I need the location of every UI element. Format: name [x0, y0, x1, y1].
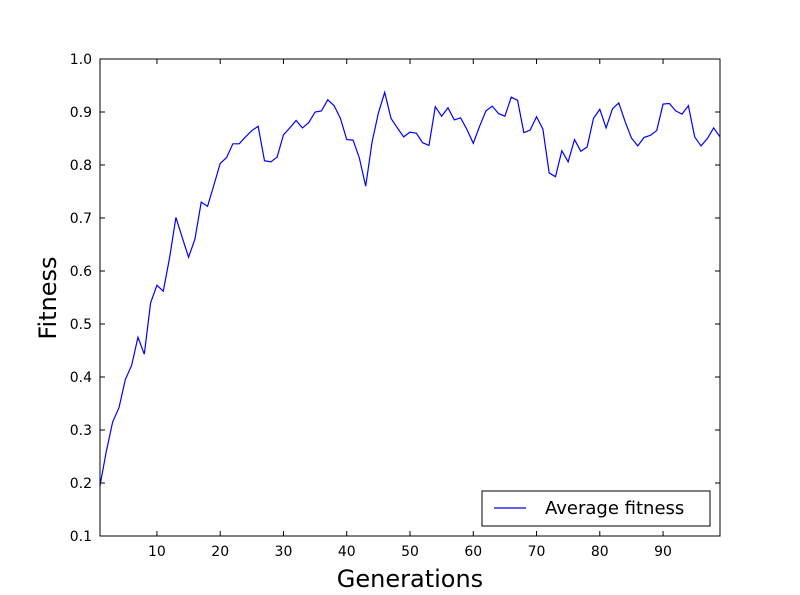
x-tick-label: 20 — [211, 544, 229, 560]
y-axis-ticks: 0.1 0.2 0.3 0.4 0.5 0.6 0.7 0.8 0.9 1.0 — [70, 52, 720, 545]
x-axis-label: Generations — [337, 565, 483, 593]
x-tick-label: 10 — [148, 544, 166, 560]
y-tick-label: 0.9 — [70, 105, 92, 121]
series-line-average-fitness — [99, 90, 721, 486]
y-tick-label: 0.1 — [70, 529, 92, 545]
x-tick-label: 60 — [464, 544, 482, 560]
plot-area — [99, 58, 721, 537]
y-tick-label: 0.7 — [70, 211, 92, 227]
x-tick-label: 50 — [401, 544, 419, 560]
x-tick-label: 90 — [654, 544, 672, 560]
y-tick-label: 1.0 — [70, 52, 92, 68]
x-tick-label: 40 — [338, 544, 356, 560]
x-tick-label: 80 — [591, 544, 609, 560]
legend: Average fitness — [481, 490, 711, 527]
y-tick-label: 0.4 — [70, 370, 92, 386]
y-tick-label: 0.2 — [70, 476, 92, 492]
y-tick-label: 0.6 — [70, 264, 92, 280]
plot-frame — [99, 58, 721, 537]
x-tick-label: 70 — [528, 544, 546, 560]
y-axis-label: Fitness — [34, 256, 62, 339]
legend-label: Average fitness — [545, 498, 684, 519]
y-tick-label: 0.8 — [70, 158, 92, 174]
x-tick-label: 30 — [275, 544, 293, 560]
y-tick-label: 0.3 — [70, 423, 92, 439]
y-tick-label: 0.5 — [70, 317, 92, 333]
x-axis-ticks: 10 20 30 40 50 60 70 80 90 — [148, 59, 672, 560]
